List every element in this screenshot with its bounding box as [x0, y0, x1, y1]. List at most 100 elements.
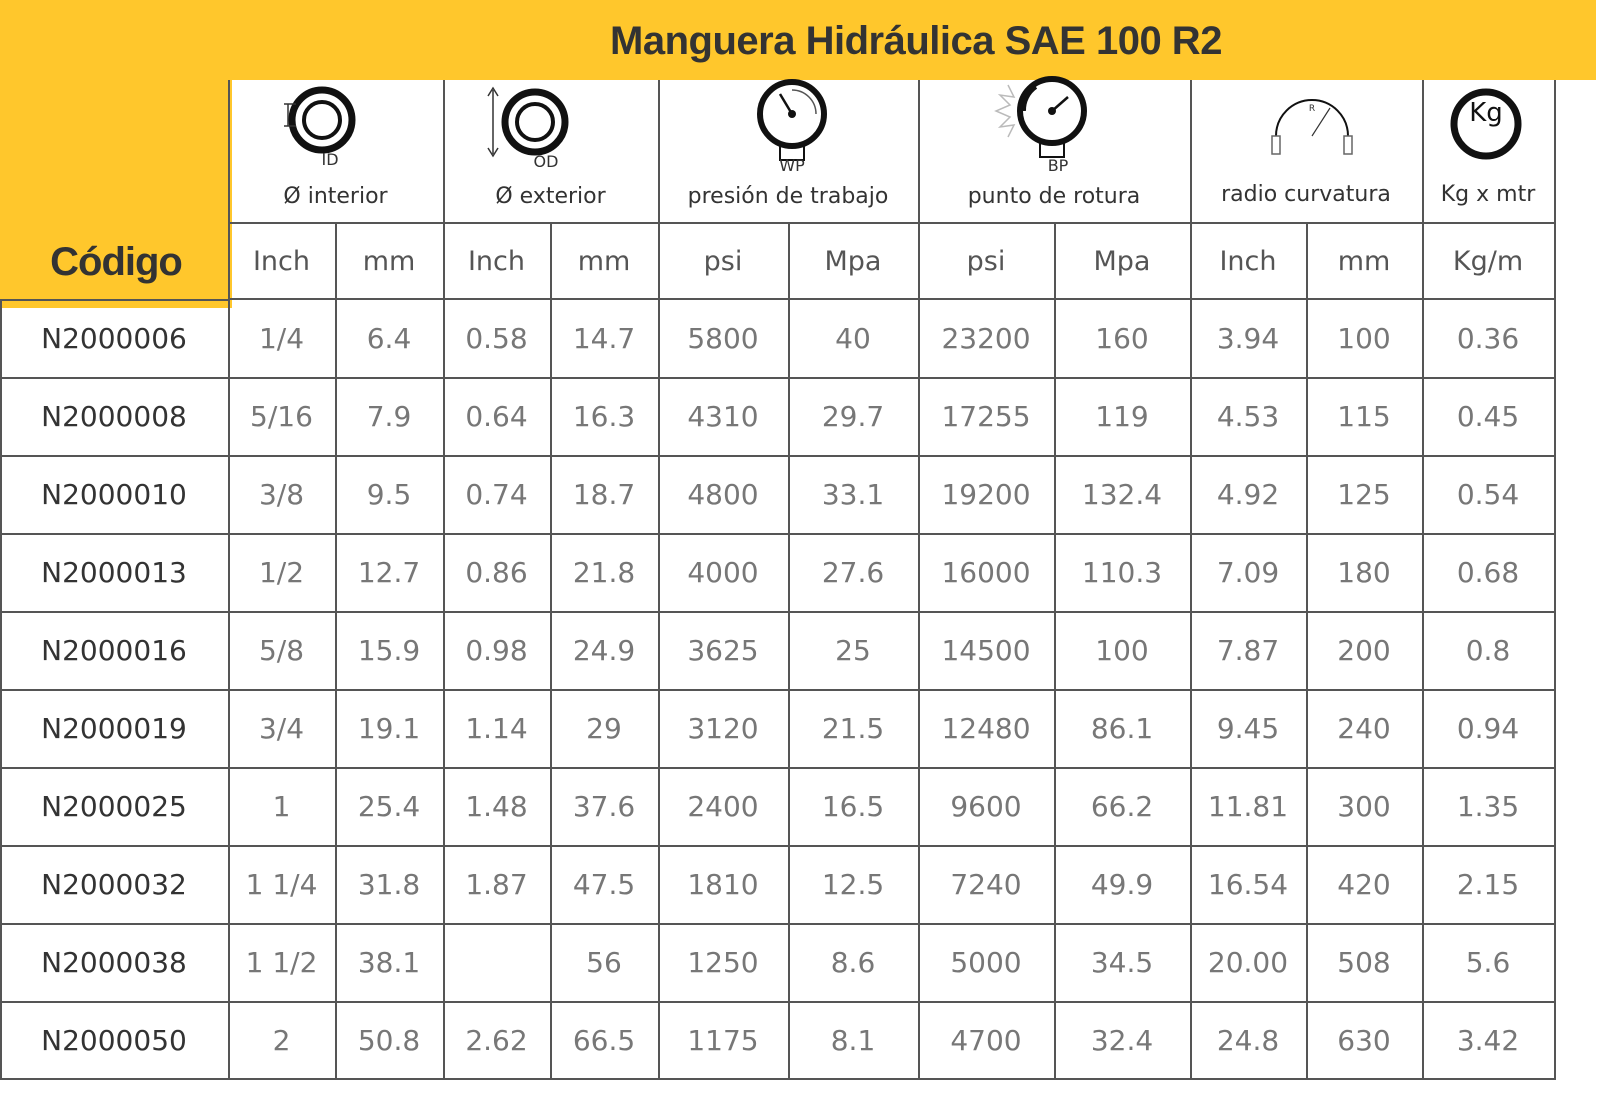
table-cell: 16.3 — [572, 400, 636, 433]
table-cell: 0.45 — [1456, 400, 1520, 433]
table-cell: 24.9 — [572, 634, 636, 667]
icon-label: R — [1308, 104, 1316, 114]
table-cell: 31.8 — [357, 868, 421, 901]
table-cell: 0.36 — [1456, 322, 1520, 355]
row-code: N2000038 — [41, 946, 187, 979]
table-cell: 7.09 — [1216, 556, 1280, 589]
table-cell: 16.5 — [821, 790, 885, 823]
table-cell: 12480 — [941, 712, 1031, 745]
table-cell: 3625 — [687, 634, 759, 667]
table-cell: 9600 — [950, 790, 1022, 823]
table-cell: 19200 — [941, 478, 1031, 511]
table-cell: 6.4 — [366, 322, 412, 355]
grid-line-v — [1306, 222, 1308, 1080]
unit-header: Inch — [467, 246, 526, 277]
od-ring-icon — [487, 86, 569, 158]
table-cell: 0.64 — [465, 400, 528, 433]
table-cell: 27.6 — [821, 556, 885, 589]
table-cell: 23200 — [941, 322, 1031, 355]
table-cell: 49.9 — [1090, 868, 1154, 901]
table-cell: 12.5 — [821, 868, 885, 901]
unit-header: mm — [1337, 246, 1391, 277]
table-cell: 25 — [835, 634, 871, 667]
grid-line-v — [335, 222, 337, 1080]
grid-line-h — [0, 299, 228, 301]
table-cell: 100 — [1337, 322, 1391, 355]
table-cell: 16.54 — [1207, 868, 1289, 901]
grid-line-v — [443, 80, 445, 1080]
icon-label: Kg — [1469, 98, 1503, 128]
table-cell: 1 1/2 — [245, 946, 318, 979]
table-cell: 3/4 — [258, 712, 305, 745]
pressure-gauge-icon — [757, 79, 827, 161]
grid-line-v — [658, 80, 660, 1080]
table-cell: 21.5 — [821, 712, 885, 745]
table-cell: 420 — [1337, 868, 1391, 901]
table-cell: 1/4 — [258, 322, 305, 355]
grid-line-v — [1554, 80, 1556, 1080]
grid-line-v — [228, 80, 230, 1080]
table-cell: 24.8 — [1216, 1024, 1280, 1057]
table-cell: 33.1 — [821, 478, 885, 511]
grid-line-v — [1054, 222, 1056, 1080]
table-cell: 180 — [1337, 556, 1391, 589]
table-cell: 29 — [586, 712, 622, 745]
grid-line-h — [0, 923, 1554, 925]
burst-gauge-icon — [994, 76, 1087, 158]
table-cell: 17255 — [941, 400, 1031, 433]
icon-label: BP — [1047, 156, 1069, 175]
table-cell: 29.7 — [821, 400, 885, 433]
grid-line-h — [0, 1078, 1554, 1080]
grid-line-h — [0, 377, 1554, 379]
row-code: N2000013 — [41, 556, 187, 589]
unit-header: mm — [362, 246, 416, 277]
group-caption: presión de trabajo — [687, 184, 889, 209]
icon-label: ID — [321, 150, 339, 169]
table-cell: 0.68 — [1456, 556, 1520, 589]
row-code: N2000019 — [41, 712, 187, 745]
grid-line-h — [0, 845, 1554, 847]
group-caption: Kg x mtr — [1440, 182, 1536, 207]
table-cell: 32.4 — [1090, 1024, 1154, 1057]
table-cell: 20.00 — [1207, 946, 1289, 979]
table-cell: 1 — [272, 790, 291, 823]
table-cell: 200 — [1337, 634, 1391, 667]
table-cell: 630 — [1337, 1024, 1391, 1057]
table-cell: 3.94 — [1216, 322, 1280, 355]
table-cell: 25.4 — [357, 790, 421, 823]
unit-header: Inch — [1219, 246, 1277, 277]
table-cell: 9.5 — [366, 478, 412, 511]
id-ring-icon — [284, 86, 356, 154]
table-cell: 14500 — [941, 634, 1031, 667]
unit-header: Inch — [252, 246, 311, 277]
table-cell: 8.6 — [830, 946, 876, 979]
row-code: N2000025 — [41, 790, 187, 823]
table-cell: 12.7 — [357, 556, 421, 589]
table-cell: 115 — [1337, 400, 1391, 433]
row-code: N2000006 — [41, 322, 187, 355]
table-cell: 1/2 — [258, 556, 305, 589]
unit-header: Kg/m — [1452, 246, 1524, 277]
table-cell: 300 — [1337, 790, 1391, 823]
table-cell: 100 — [1095, 634, 1149, 667]
table-cell: 19.1 — [357, 712, 421, 745]
bend-radius-icon — [1271, 99, 1353, 155]
table-cell: 0.74 — [465, 478, 528, 511]
table-cell: 2 — [272, 1024, 291, 1057]
table-cell: 2.15 — [1456, 868, 1520, 901]
grid-line-v — [0, 300, 2, 1080]
grid-line-h — [228, 298, 1554, 300]
row-code: N2000032 — [41, 868, 187, 901]
grid-line-v — [918, 80, 920, 1080]
table-cell: 0.86 — [465, 556, 528, 589]
table-cell: 11.81 — [1207, 790, 1289, 823]
grid-line-h — [0, 689, 1554, 691]
row-code: N2000050 — [41, 1024, 187, 1057]
table-cell: 50.8 — [357, 1024, 421, 1057]
table-cell: 508 — [1337, 946, 1391, 979]
table-cell: 4.53 — [1216, 400, 1280, 433]
table-cell: 132.4 — [1081, 478, 1163, 511]
table-cell: 40 — [835, 322, 871, 355]
grid-line-v — [1422, 80, 1424, 1080]
table-cell: 119 — [1095, 400, 1149, 433]
